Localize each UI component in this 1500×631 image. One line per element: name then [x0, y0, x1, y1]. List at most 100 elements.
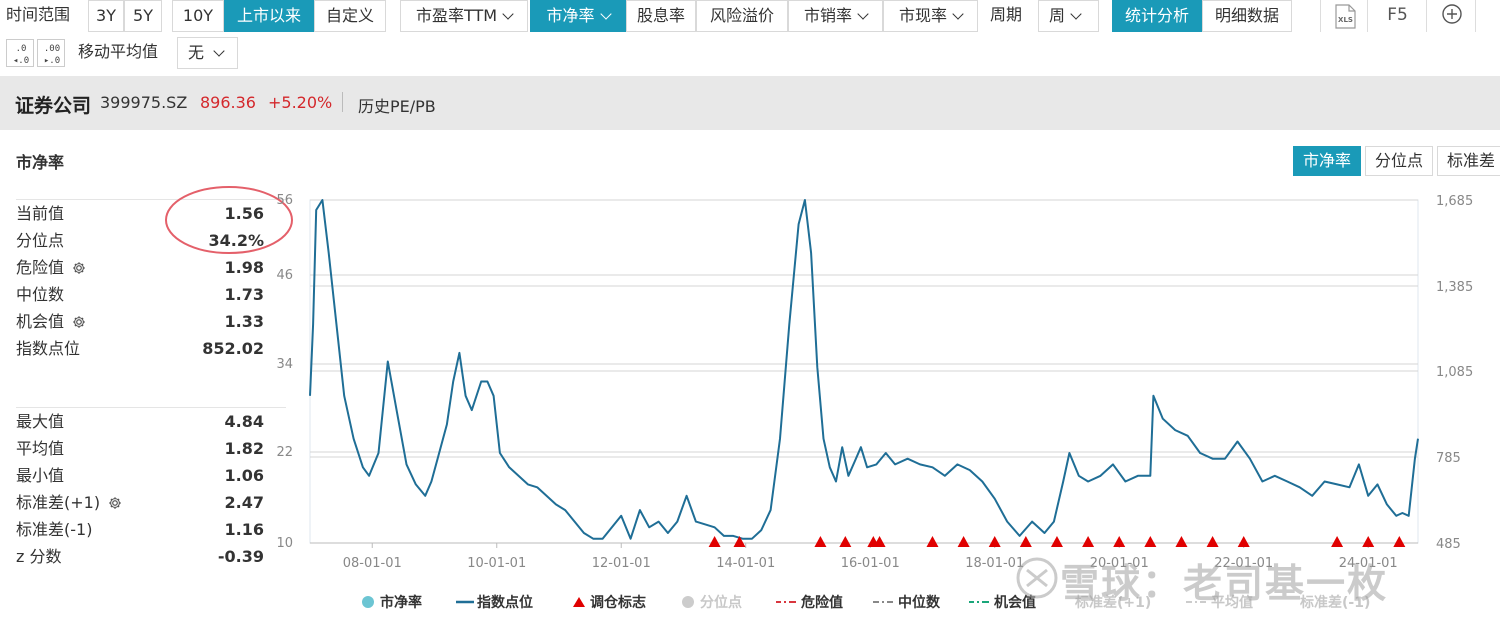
rebalance-marker [733, 536, 746, 547]
range-button-3[interactable]: 上市以来 [224, 0, 314, 32]
legend-label: 标准差(-1) [1300, 595, 1371, 611]
metric-button-0[interactable]: 市盈率TTM [400, 0, 528, 32]
x-tick-label: 20-01-01 [1090, 556, 1149, 571]
rebalance-marker [1362, 536, 1375, 547]
stat-value: 1.56 [224, 204, 264, 223]
rebalance-marker [873, 536, 886, 547]
plus-circle-icon [1442, 4, 1462, 24]
left-tick-label: 22 [276, 445, 293, 460]
legend-item[interactable]: 指数点位 [455, 592, 533, 612]
metric-button-5[interactable]: 市现率 [883, 0, 978, 32]
range-button-4-label: 自定义 [325, 6, 374, 25]
metric-button-4[interactable]: 市销率 [788, 0, 883, 32]
stat-row: 分位点 34.2% [16, 227, 266, 254]
legend-item[interactable]: 危险值 [775, 592, 843, 612]
metric-button-2[interactable]: 股息率 [626, 0, 696, 32]
legend-item[interactable]: 中位数 [872, 592, 940, 612]
moving-average-select[interactable]: 无 [177, 37, 238, 69]
increase-decimal-icon: .00 ▸.0 [44, 44, 60, 66]
secondary-toolbar: .0 ◂.0 .00 ▸.0 移动平均值 无 [0, 36, 1500, 72]
view-button-0[interactable]: 统计分析 [1112, 0, 1202, 32]
refresh-f5-button[interactable]: F5 [1369, 0, 1427, 32]
x-tick-label: 14-01-01 [716, 556, 775, 571]
metric-button-4-label: 市销率 [803, 6, 852, 25]
legend-item[interactable]: 调仓标志 [570, 592, 646, 612]
add-button[interactable] [1428, 0, 1476, 32]
rebalance-marker [708, 536, 721, 547]
chart-tab-1[interactable]: 分位点 [1365, 146, 1434, 176]
stat-label: 平均值 [16, 439, 65, 458]
rebalance-marker [1144, 536, 1157, 547]
legend-item[interactable]: 标准差(-1) [1300, 592, 1370, 612]
range-button-4[interactable]: 自定义 [314, 0, 386, 32]
stat-row: 标准差(-1) 1.16 [16, 516, 266, 543]
left-tick-label: 34 [276, 357, 293, 372]
rebalance-marker [957, 536, 970, 547]
rebalance-marker [1082, 536, 1095, 547]
rebalance-marker [988, 536, 1001, 547]
legend-item[interactable]: 市净率 [360, 592, 422, 612]
rebalance-marker [1393, 536, 1406, 547]
index-name: 证券公司 [15, 95, 92, 117]
view-button-0-label: 统计分析 [1124, 6, 1189, 25]
gear-icon[interactable] [72, 261, 86, 275]
decrease-decimals-button[interactable]: .0 ◂.0 [6, 39, 34, 67]
chart-tab-2[interactable]: 标准差 [1437, 146, 1500, 176]
legend-dot-icon [682, 596, 694, 608]
legend-label: 标准差(+1) [1075, 595, 1152, 611]
top-toolbar: 时间范围 3Y 5Y 10Y 上市以来 自定义 市盈率TTM 市净率 股息率 风险溢价 市销率 市… [0, 0, 1500, 32]
legend-line-icon [456, 600, 474, 604]
stat-label: z 分数 [16, 547, 62, 566]
legend-triangle-icon [573, 597, 585, 607]
legend-item[interactable]: 平均值 [1185, 592, 1253, 612]
stat-row: 标准差(+1) 2.47 [16, 489, 266, 516]
range-button-3-label: 上市以来 [236, 6, 301, 25]
legend-item[interactable]: 标准差(+1) [1075, 592, 1151, 612]
panel-title: 市净率 [16, 153, 65, 172]
range-button-0[interactable]: 3Y [88, 0, 124, 32]
export-xls-button[interactable]: XLS [1320, 0, 1368, 32]
rebalance-marker [926, 536, 939, 547]
stat-label: 机会值 [16, 308, 86, 335]
legend-item[interactable]: 机会值 [968, 592, 1036, 612]
view-button-1[interactable]: 明细数据 [1202, 0, 1292, 32]
legend-label: 平均值 [1211, 595, 1253, 611]
stat-value: 4.84 [224, 412, 264, 431]
stat-label: 危险值 [16, 254, 86, 281]
metric-button-3[interactable]: 风险溢价 [696, 0, 788, 32]
legend-dashdot-icon [969, 601, 989, 603]
decrease-decimal-icon: .0 ◂.0 [13, 44, 29, 66]
gear-icon[interactable] [108, 496, 122, 510]
index-level-line [309, 199, 1419, 540]
history-pe-pb-link[interactable]: 历史PE/PB [358, 97, 436, 116]
view-button-1-label: 明细数据 [1214, 6, 1279, 25]
legend-label: 机会值 [994, 595, 1036, 611]
stat-row: 中位数 1.73 [16, 281, 266, 308]
stats-divider-mid [16, 407, 286, 408]
right-tick-label: 1,685 [1436, 194, 1473, 209]
increase-decimals-button[interactable]: .00 ▸.0 [37, 39, 65, 67]
stat-value: 34.2% [208, 231, 264, 250]
legend-item[interactable]: 分位点 [680, 592, 742, 612]
stat-label: 当前值 [16, 204, 65, 223]
stat-row: z 分数 -0.39 [16, 543, 266, 570]
metric-button-1[interactable]: 市净率 [530, 0, 626, 32]
stat-value: 1.16 [224, 520, 264, 539]
stat-row: 当前值 1.56 [16, 200, 266, 227]
range-button-1[interactable]: 5Y [124, 0, 162, 32]
rebalance-marker [1237, 536, 1250, 547]
stat-label: 分位点 [16, 231, 65, 250]
period-select[interactable]: 周 [1038, 0, 1099, 32]
stat-row: 最大值 4.84 [16, 408, 266, 435]
legend-dash-icon [1186, 601, 1206, 603]
period-value: 周 [1049, 6, 1066, 25]
rebalance-marker [1331, 536, 1344, 547]
legend-label: 指数点位 [477, 595, 533, 611]
chart-tab-0[interactable]: 市净率 [1293, 146, 1362, 176]
range-button-2[interactable]: 10Y [172, 0, 224, 32]
gear-icon[interactable] [72, 315, 86, 329]
svg-text:.00: .00 [44, 44, 60, 54]
x-tick-label: 08-01-01 [343, 556, 402, 571]
x-tick-label: 12-01-01 [592, 556, 651, 571]
